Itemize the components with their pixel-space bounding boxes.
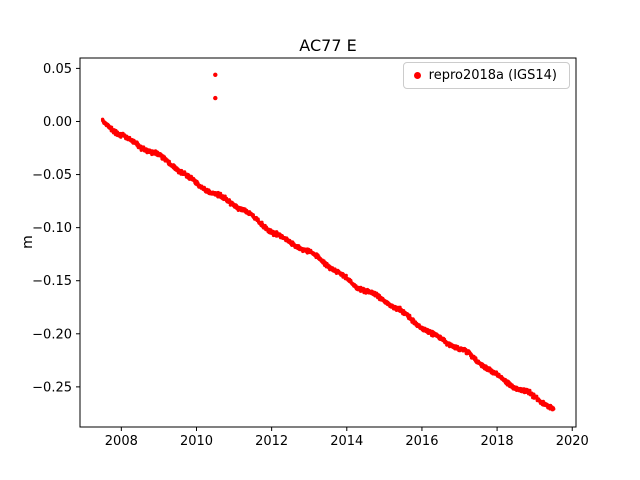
y-tick-label: 0.00	[43, 115, 72, 130]
y-tick-label: −0.05	[32, 168, 72, 183]
legend-label: repro2018a (IGS14)	[428, 68, 557, 83]
legend-marker-icon	[413, 72, 421, 79]
x-tick-label: 2020	[556, 434, 589, 449]
y-tick-label: −0.15	[32, 274, 72, 289]
x-tick-label: 2008	[105, 434, 138, 449]
chart-title: AC77 E	[299, 36, 357, 55]
axes-frame	[79, 57, 577, 428]
x-tick-label: 2018	[481, 434, 514, 449]
y-tick-label: −0.20	[32, 327, 72, 342]
scatter-series	[100, 117, 556, 412]
outlier-points	[213, 72, 218, 101]
y-tick-label: −0.25	[32, 380, 72, 395]
x-tick-label: 2010	[180, 434, 213, 449]
x-tick-label: 2016	[405, 434, 438, 449]
y-tick-label: −0.10	[32, 221, 72, 236]
x-tick-label: 2014	[330, 434, 363, 449]
y-ticks: 0.05 0.00 −0.05 −0.10 −0.15 −0.20 −0.25	[32, 62, 80, 395]
y-tick-label: 0.05	[43, 62, 72, 77]
x-tick-label: 2012	[255, 434, 288, 449]
legend: repro2018a (IGS14)	[402, 62, 570, 89]
x-ticks: 2008 2010 2012 2014 2016 2018 2020	[105, 427, 589, 449]
